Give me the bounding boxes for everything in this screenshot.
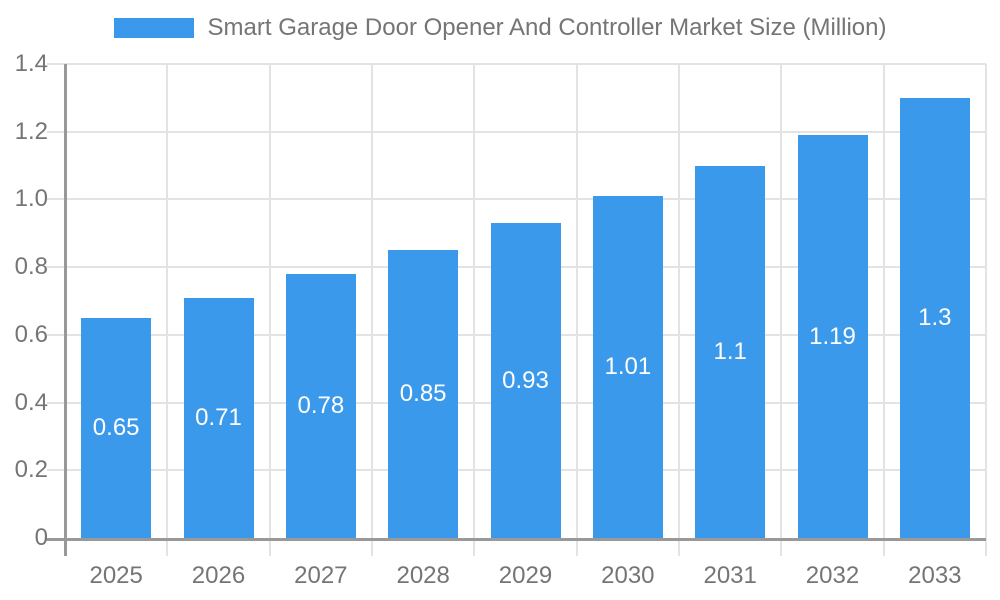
plot-area: 0.65 0.71 0.78 0.85 0.93 1.01 1.1 1.19 1.3 bbox=[46, 63, 987, 556]
bar-2033[interactable]: 1.3 bbox=[899, 97, 970, 538]
gridline-vertical-1 bbox=[166, 64, 169, 556]
gridline-vertical-6 bbox=[678, 64, 680, 556]
bar-2030[interactable]: 1.01 bbox=[592, 196, 663, 538]
bar-2029[interactable]: 0.93 bbox=[490, 223, 561, 538]
gridline-vertical-9 bbox=[985, 64, 987, 556]
x-tick-label-2032: 2032 bbox=[805, 562, 860, 589]
legend-swatch bbox=[113, 18, 194, 38]
x-tick-label-2028: 2028 bbox=[396, 562, 450, 589]
x-tick-label-2029: 2029 bbox=[498, 562, 553, 589]
bar-2025[interactable]: 0.65 bbox=[81, 317, 152, 538]
x-tick-label-2033: 2033 bbox=[908, 562, 962, 589]
legend-item[interactable]: Smart Garage Door Opener And Controller … bbox=[113, 14, 887, 42]
y-axis-line bbox=[64, 64, 67, 556]
bar-value-label-2028: 0.85 bbox=[399, 380, 447, 408]
y-tick-label-1.0: 1.0 bbox=[14, 185, 48, 213]
y-tick-label-0: 0 bbox=[34, 524, 48, 551]
gridline-vertical-7 bbox=[780, 64, 783, 556]
legend: Smart Garage Door Opener And Controller … bbox=[0, 14, 1000, 42]
bar-value-label-2031: 1.1 bbox=[713, 337, 747, 365]
gridline-horizontal-1.4 bbox=[47, 63, 986, 65]
bar-value-label-2026: 0.71 bbox=[195, 403, 242, 431]
bar-value-label-2033: 1.3 bbox=[918, 303, 952, 331]
bar-2032[interactable]: 1.19 bbox=[797, 135, 868, 538]
bar-value-label-2025: 0.65 bbox=[92, 413, 140, 441]
gridline-vertical-8 bbox=[882, 64, 885, 556]
y-tick-label-1.2: 1.2 bbox=[14, 117, 48, 145]
gridline-vertical-4 bbox=[473, 64, 476, 556]
x-axis-line bbox=[46, 538, 986, 541]
bar-2031[interactable]: 1.1 bbox=[695, 165, 766, 538]
y-tick-label-0.4: 0.4 bbox=[14, 388, 48, 416]
x-tick-label-2025: 2025 bbox=[89, 562, 143, 589]
bar-2028[interactable]: 0.85 bbox=[388, 250, 459, 538]
gridline-horizontal-1.2 bbox=[47, 130, 986, 133]
legend-label: Smart Garage Door Opener And Controller … bbox=[207, 14, 887, 41]
bar-value-label-2029: 0.93 bbox=[502, 366, 549, 394]
gridline-vertical-3 bbox=[371, 64, 373, 556]
bar-2026[interactable]: 0.71 bbox=[183, 297, 254, 538]
gridline-vertical-2 bbox=[268, 64, 271, 556]
x-tick-label-2026: 2026 bbox=[191, 562, 246, 589]
gridline-vertical-5 bbox=[575, 64, 578, 556]
x-tick-label-2027: 2027 bbox=[294, 562, 348, 589]
bar-value-label-2032: 1.19 bbox=[809, 322, 856, 350]
y-tick-label-0.6: 0.6 bbox=[14, 320, 48, 348]
bar-value-label-2027: 0.78 bbox=[297, 391, 345, 419]
y-tick-label-0.8: 0.8 bbox=[14, 253, 48, 281]
gridline-horizontal-1.0 bbox=[47, 198, 986, 201]
bar-value-label-2030: 1.01 bbox=[604, 353, 652, 380]
y-tick-label-0.2: 0.2 bbox=[14, 456, 48, 484]
x-tick-label-2030: 2030 bbox=[601, 562, 655, 589]
bar-2027[interactable]: 0.78 bbox=[285, 273, 356, 538]
x-tick-label-2031: 2031 bbox=[703, 562, 757, 589]
y-tick-label-1.4: 1.4 bbox=[14, 50, 48, 77]
